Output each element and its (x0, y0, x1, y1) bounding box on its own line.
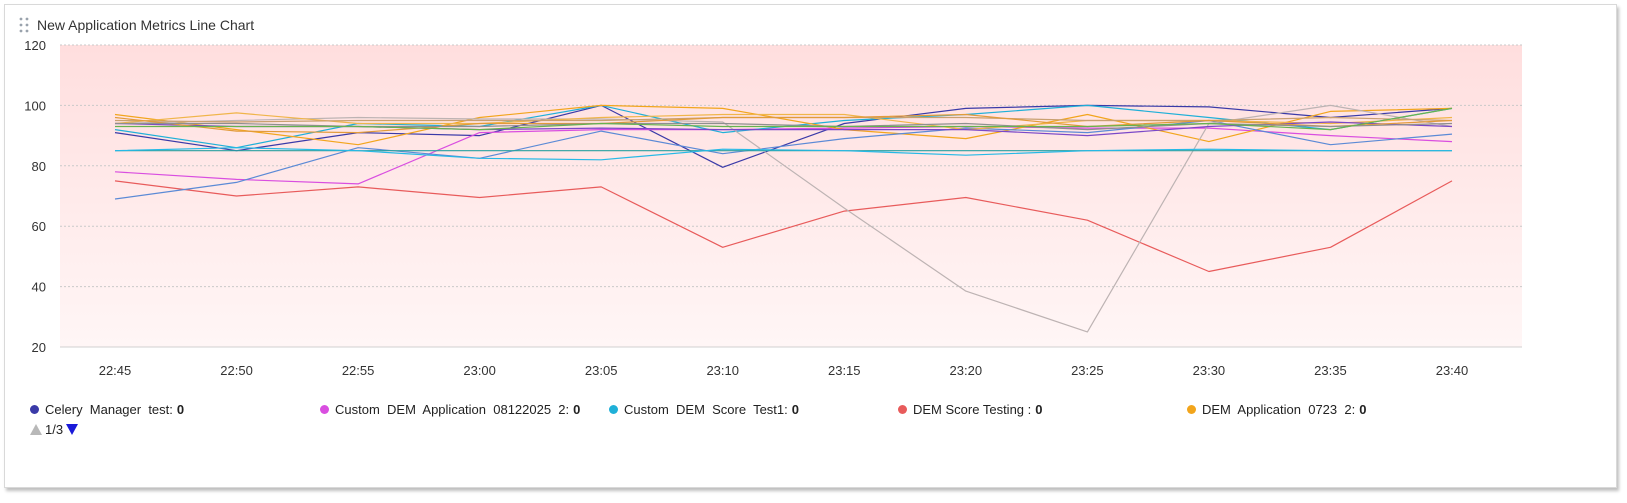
legend-dot (320, 405, 329, 414)
legend-value: 0 (791, 402, 799, 417)
y-tick-label: 80 (32, 159, 46, 174)
series-line (114, 104, 1453, 168)
x-tick-label: 23:15 (828, 363, 861, 378)
y-tick-label: 120 (24, 38, 46, 53)
legend-dot (1187, 405, 1196, 414)
legend-label: Celery Manager test: (45, 402, 173, 417)
legend-label: DEM Application 0723 2: (1202, 402, 1356, 417)
panel-header: New Application Metrics Line Chart (19, 17, 254, 33)
threshold-band (60, 45, 1522, 347)
y-tick-label: 40 (32, 280, 46, 295)
x-tick-label: 23:20 (950, 363, 983, 378)
x-tick-label: 23:35 (1314, 363, 1347, 378)
legend-item[interactable]: Custom DEM Application 08122025 2: 0 (320, 402, 580, 417)
legend-item[interactable]: DEM Score Testing : 0 (898, 402, 1043, 417)
legend: Celery Manager test: 0 Custom DEM Applic… (30, 402, 1590, 422)
pager-up-icon[interactable] (30, 424, 42, 435)
x-tick-label: 23:25 (1071, 363, 1104, 378)
legend-dot (898, 405, 907, 414)
pager-text: 1/3 (45, 422, 64, 437)
x-tick-label: 23:05 (585, 363, 618, 378)
legend-label: Custom DEM Score Test1: (624, 402, 788, 417)
x-tick-label: 22:50 (220, 363, 253, 378)
drag-handle-icon[interactable] (19, 17, 29, 33)
series-line (115, 107, 1453, 131)
legend-dot (30, 405, 39, 414)
x-tick-label: 22:45 (99, 363, 132, 378)
x-tick-label: 23:00 (463, 363, 496, 378)
legend-item[interactable]: Celery Manager test: 0 (30, 402, 184, 417)
legend-item[interactable]: Custom DEM Score Test1: 0 (609, 402, 799, 417)
x-tick-label: 23:40 (1436, 363, 1469, 378)
panel-title: New Application Metrics Line Chart (37, 17, 255, 33)
legend-dot (609, 405, 618, 414)
legend-value: 0 (1035, 402, 1043, 417)
y-tick-label: 100 (24, 98, 46, 113)
series-line (114, 180, 1453, 273)
y-tick-label: 20 (32, 340, 46, 355)
series-line (114, 104, 1453, 146)
legend-pager: 1/3 (30, 422, 79, 437)
pager-down-icon[interactable] (66, 424, 79, 435)
legend-value: 0 (176, 402, 185, 417)
x-tick-label: 22:55 (342, 363, 375, 378)
y-tick-label: 60 (32, 219, 46, 234)
legend-label: Custom DEM Application 08122025 2: (335, 402, 570, 417)
x-tick-label: 23:10 (706, 363, 739, 378)
legend-value: 0 (1359, 402, 1367, 417)
series-line (114, 147, 1452, 161)
series-line (114, 113, 1453, 134)
legend-item[interactable]: DEM Application 0723 2: 0 (1187, 402, 1366, 417)
legend-label: DEM Score Testing : (913, 402, 1032, 417)
legend-value: 0 (573, 402, 581, 417)
series-line (114, 125, 1453, 185)
line-chart: 120 100 80 60 40 20 22:45 22:50 22:55 23:00 23:05… (24, 38, 1522, 378)
x-tick-label: 23:30 (1193, 363, 1226, 378)
